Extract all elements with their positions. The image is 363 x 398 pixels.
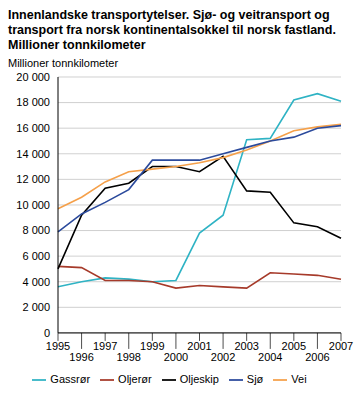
svg-text:2000: 2000 [164, 351, 188, 363]
svg-text:1995: 1995 [46, 340, 70, 352]
svg-text:6 000: 6 000 [22, 250, 50, 262]
svg-text:2006: 2006 [305, 351, 329, 363]
svg-text:2 000: 2 000 [22, 301, 50, 313]
html-text:Innenlandske transportytelser.: Innenlandske transportytelser. Sjø- og v… [8, 8, 336, 52]
svg-text:0: 0 [44, 327, 50, 339]
svg-text:4 000: 4 000 [22, 276, 50, 288]
svg-text:2002: 2002 [211, 351, 235, 363]
svg-text:2001: 2001 [187, 340, 211, 352]
svg-text:1997: 1997 [93, 340, 117, 352]
html-text:Oljerør: Oljerør [118, 372, 152, 385]
svg-text:2003: 2003 [234, 340, 258, 352]
svg-text:2004: 2004 [258, 351, 282, 363]
svg-text:14 000: 14 000 [16, 148, 50, 160]
html-text:Vei: Vei [291, 372, 307, 385]
svg-text:1999: 1999 [140, 340, 164, 352]
svg-text:18 000: 18 000 [16, 96, 50, 108]
svg-text:10 000: 10 000 [16, 199, 50, 211]
svg-text:1998: 1998 [117, 351, 141, 363]
html-text:Millioner tonnkilometer: Millioner tonnkilometer [8, 57, 118, 69]
svg-text:1996: 1996 [69, 351, 93, 363]
svg-text:2007: 2007 [329, 340, 353, 352]
html-text:Gassrør: Gassrør [50, 372, 91, 385]
html-text:Sjø: Sjø [246, 372, 264, 385]
svg-text:2005: 2005 [282, 340, 306, 352]
html-text:Oljeskip: Oljeskip [179, 372, 219, 385]
svg-text:16 000: 16 000 [16, 122, 50, 134]
svg-text:8 000: 8 000 [22, 224, 50, 236]
svg-text:12 000: 12 000 [16, 173, 50, 185]
svg-text:20 000: 20 000 [16, 71, 50, 83]
